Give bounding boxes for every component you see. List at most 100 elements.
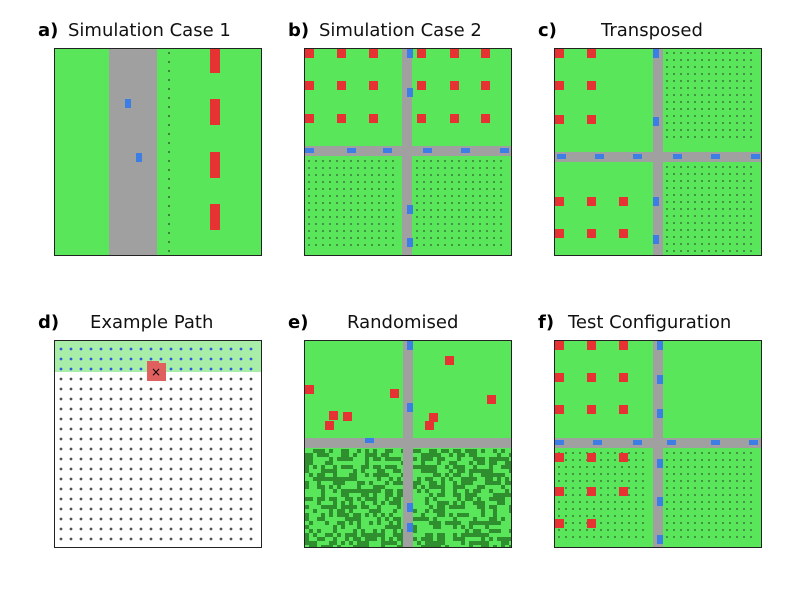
crop-dot <box>673 66 675 68</box>
crop-dot <box>160 418 163 421</box>
building <box>619 341 628 350</box>
crop-dot <box>743 122 745 124</box>
building <box>481 114 490 123</box>
crop-dot <box>220 468 223 471</box>
crop-dot <box>715 80 717 82</box>
dense-crop-cell <box>325 469 329 473</box>
crop-dot <box>60 358 63 361</box>
crop-dot <box>150 468 153 471</box>
crop-dot <box>180 398 183 401</box>
dense-crop-cell <box>357 521 361 525</box>
crop-dot <box>666 173 668 175</box>
crop-dot <box>687 487 689 489</box>
crop-dot <box>687 473 689 475</box>
crop-dot <box>190 418 193 421</box>
car <box>749 440 758 445</box>
crop-dot <box>392 174 394 176</box>
crop-dot <box>600 494 602 496</box>
crop-dot <box>230 528 233 531</box>
crop-dot <box>722 201 724 203</box>
crop-dot <box>607 529 609 531</box>
crop-dot <box>70 398 73 401</box>
crop-dot <box>750 487 752 489</box>
crop-dot <box>729 243 731 245</box>
dense-crop-cell <box>369 537 373 541</box>
crop-dot <box>579 522 581 524</box>
building <box>555 373 564 382</box>
crop-dot <box>565 536 567 538</box>
crop-dot <box>729 115 731 117</box>
crop-dot <box>120 438 123 441</box>
crop-dot <box>687 108 689 110</box>
crop-dot <box>666 222 668 224</box>
crop-dot <box>479 181 481 183</box>
crop-dot <box>687 522 689 524</box>
crop-dot <box>572 459 574 461</box>
dense-crop-cell <box>341 449 345 453</box>
dense-crop-cell <box>441 481 445 485</box>
dense-crop-cell <box>305 537 309 541</box>
crop-dot <box>120 418 123 421</box>
crop-dot <box>736 115 738 117</box>
dense-crop-cell <box>369 481 373 485</box>
crop-dot <box>600 529 602 531</box>
crop-dot <box>70 468 73 471</box>
dense-crop-cell <box>441 493 445 497</box>
building <box>481 49 490 58</box>
crop-dot <box>680 129 682 131</box>
crop-dot <box>220 378 223 381</box>
dense-crop-cell <box>425 497 429 501</box>
crop-dot <box>336 202 338 204</box>
dense-crop-cell <box>461 469 465 473</box>
crop-dot <box>750 222 752 224</box>
dense-crop-cell <box>377 509 381 513</box>
crop-dot <box>190 458 193 461</box>
crop-dot <box>130 468 133 471</box>
crop-dot <box>666 508 668 510</box>
crop-dot <box>500 195 502 197</box>
dense-crop-cell <box>377 521 381 525</box>
dense-crop-cell <box>457 469 461 473</box>
dense-crop-cell <box>465 477 469 481</box>
car <box>305 148 314 153</box>
dense-crop-cell <box>377 489 381 493</box>
dense-crop-cell <box>357 541 361 545</box>
crop-dot <box>736 59 738 61</box>
crop-dot <box>743 452 745 454</box>
crop-dot <box>694 115 696 117</box>
crop-dot <box>416 216 418 218</box>
crop-dot <box>743 243 745 245</box>
crop-dot <box>150 488 153 491</box>
car <box>657 341 663 350</box>
crop-dot <box>465 237 467 239</box>
crop-dot <box>750 166 752 168</box>
crop-dot <box>200 408 203 411</box>
crop-dot <box>240 378 243 381</box>
crop-dot <box>722 250 724 252</box>
crop-dot <box>168 205 170 207</box>
dense-crop-cell <box>397 497 401 501</box>
crop-dot <box>673 466 675 468</box>
dense-crop-cell <box>461 453 465 457</box>
crop-dot <box>70 498 73 501</box>
dense-crop-cell <box>381 541 385 545</box>
crop-dot <box>687 508 689 510</box>
crop-dot <box>250 388 253 391</box>
car <box>657 459 663 468</box>
crop-dot <box>80 418 83 421</box>
crop-dot <box>500 209 502 211</box>
crop-dot <box>378 230 380 232</box>
crop-dot <box>100 468 103 471</box>
crop-dot <box>715 222 717 224</box>
crop-dot <box>673 522 675 524</box>
dense-crop-cell <box>333 505 337 509</box>
crop-dot <box>729 480 731 482</box>
crop-dot <box>451 181 453 183</box>
crop-dot <box>343 195 345 197</box>
crop-dot <box>666 250 668 252</box>
dense-crop-cell <box>433 453 437 457</box>
dense-crop-cell <box>365 533 369 537</box>
crop-dot <box>240 428 243 431</box>
crop-dot <box>750 101 752 103</box>
dense-crop-cell <box>349 465 353 469</box>
